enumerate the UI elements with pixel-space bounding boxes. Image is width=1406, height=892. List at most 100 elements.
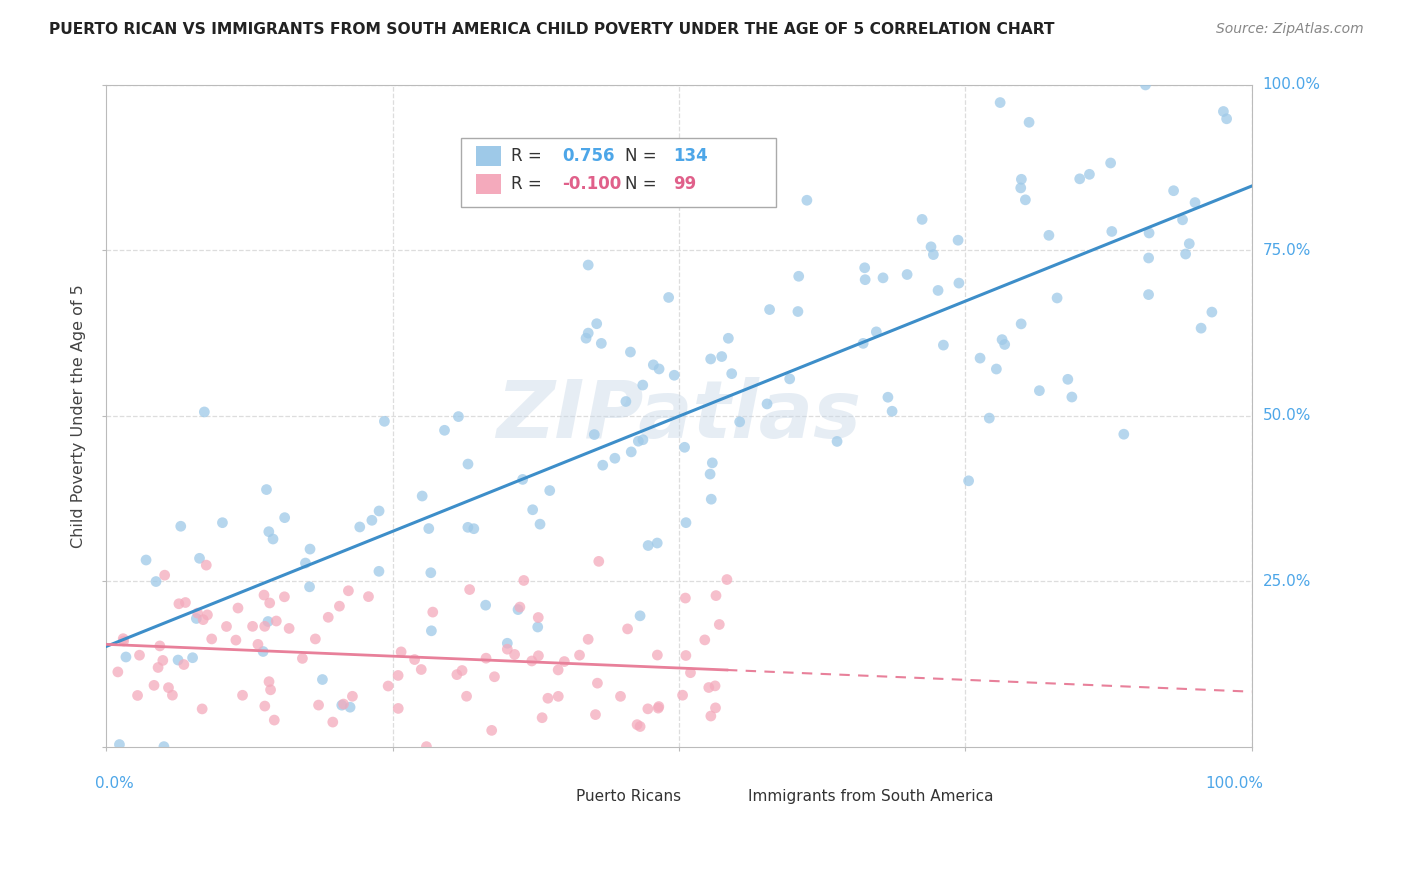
Point	[1137, 287, 1160, 301]
Point	[614, 394, 637, 409]
Point	[520, 654, 543, 668]
Point	[779, 372, 801, 386]
Point	[291, 651, 314, 665]
Point	[162, 688, 184, 702]
Point	[308, 698, 330, 712]
Point	[1163, 184, 1185, 198]
Point	[322, 715, 344, 730]
Point	[1038, 228, 1060, 243]
Point	[643, 358, 665, 372]
Point	[278, 622, 301, 636]
Point	[415, 739, 437, 754]
Point	[865, 325, 887, 339]
Point	[626, 717, 648, 731]
Point	[152, 653, 174, 667]
FancyBboxPatch shape	[718, 787, 742, 803]
Point	[191, 613, 214, 627]
Point	[226, 601, 249, 615]
Point	[149, 639, 172, 653]
Text: 75.0%: 75.0%	[1263, 243, 1310, 258]
Point	[647, 648, 669, 662]
Point	[187, 606, 209, 620]
Point	[107, 665, 129, 679]
Point	[957, 474, 980, 488]
Point	[1137, 251, 1160, 265]
Point	[787, 304, 810, 318]
Point	[253, 699, 276, 714]
Point	[1178, 236, 1201, 251]
Point	[853, 273, 876, 287]
Point	[153, 568, 176, 582]
Point	[553, 655, 575, 669]
Point	[167, 653, 190, 667]
Point	[628, 608, 651, 623]
Point	[181, 650, 204, 665]
Point	[242, 619, 264, 633]
Text: 50.0%: 50.0%	[1263, 409, 1310, 424]
Point	[127, 689, 149, 703]
Point	[585, 317, 607, 331]
Point	[969, 351, 991, 365]
Point	[585, 707, 607, 722]
Point	[527, 610, 550, 624]
Point	[576, 326, 599, 340]
Point	[252, 644, 274, 658]
Point	[496, 636, 519, 650]
Point	[658, 290, 681, 304]
Text: R =: R =	[510, 175, 547, 194]
Point	[872, 270, 894, 285]
Point	[576, 258, 599, 272]
Point	[342, 690, 364, 704]
Point	[115, 650, 138, 665]
Point	[717, 331, 740, 345]
Point	[710, 350, 733, 364]
Point	[716, 573, 738, 587]
Point	[648, 362, 671, 376]
Point	[513, 574, 536, 588]
Point	[920, 240, 942, 254]
Point	[256, 483, 278, 497]
Point	[1014, 193, 1036, 207]
Text: Immigrants from South America: Immigrants from South America	[748, 789, 993, 804]
Point	[637, 702, 659, 716]
Point	[675, 516, 697, 530]
Point	[447, 409, 470, 424]
Point	[389, 645, 412, 659]
Point	[257, 615, 280, 629]
Point	[167, 597, 190, 611]
FancyBboxPatch shape	[547, 787, 571, 803]
Point	[1174, 247, 1197, 261]
Point	[108, 738, 131, 752]
Point	[648, 699, 671, 714]
Text: 0.0%: 0.0%	[96, 776, 134, 791]
Point	[547, 690, 569, 704]
Text: PUERTO RICAN VS IMMIGRANTS FROM SOUTH AMERICA CHILD POVERTY UNDER THE AGE OF 5 C: PUERTO RICAN VS IMMIGRANTS FROM SOUTH AM…	[49, 22, 1054, 37]
Point	[339, 700, 361, 714]
Point	[146, 660, 169, 674]
Point	[1010, 172, 1032, 186]
Point	[433, 423, 456, 437]
Point	[631, 433, 654, 447]
Point	[922, 247, 945, 261]
Point	[458, 582, 481, 597]
Point	[1137, 226, 1160, 240]
Point	[699, 467, 721, 481]
Point	[457, 520, 479, 534]
Point	[273, 510, 295, 524]
Point	[186, 611, 208, 625]
Point	[825, 434, 848, 449]
Point	[446, 667, 468, 681]
Point	[720, 367, 742, 381]
Text: 25.0%: 25.0%	[1263, 574, 1310, 589]
Point	[457, 457, 479, 471]
Point	[576, 632, 599, 647]
Point	[697, 681, 720, 695]
Point	[664, 368, 686, 383]
Point	[1215, 112, 1237, 126]
Point	[211, 516, 233, 530]
Point	[360, 513, 382, 527]
Point	[298, 580, 321, 594]
Point	[991, 333, 1014, 347]
Point	[704, 589, 727, 603]
Point	[1212, 104, 1234, 119]
